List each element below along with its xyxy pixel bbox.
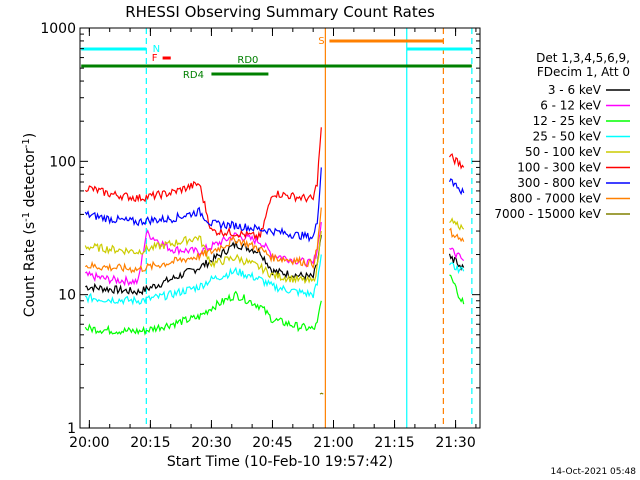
- series-line-3: [84, 254, 322, 306]
- x-tick-label-1: 20:15: [130, 435, 170, 451]
- series-line-0: [85, 234, 322, 296]
- legend-label-5: 100 - 300 keV: [517, 161, 601, 175]
- legend-header-1: FDecim 1, Att 0: [537, 65, 630, 79]
- x-axis-label: Start Time (10-Feb-10 19:57:42): [167, 454, 393, 470]
- legend-label-1: 6 - 12 keV: [540, 99, 602, 113]
- legend-header-0: Det 1,3,4,5,6,9,: [536, 51, 630, 65]
- series-line-post-gap-0: [448, 253, 465, 271]
- x-tick-label-2: 20:30: [191, 435, 231, 451]
- legend-label-4: 50 - 100 keV: [525, 145, 602, 159]
- series-line-6: [84, 167, 322, 243]
- series-line-5: [84, 127, 322, 241]
- series-line-post-gap-5: [448, 153, 465, 170]
- flag-label-RD4: RD4: [183, 70, 204, 81]
- footer-timestamp: 14-Oct-2021 05:48: [551, 467, 637, 477]
- series-line-4: [84, 231, 322, 285]
- y-tick-label-1: 10: [58, 288, 76, 304]
- x-tick-label-6: 21:30: [435, 435, 475, 451]
- legend-label-6: 300 - 800 keV: [517, 176, 601, 190]
- legend-label-0: 3 - 6 keV: [548, 83, 602, 97]
- series-line-post-gap-3: [449, 262, 465, 275]
- x-tick-label-3: 20:45: [252, 435, 292, 451]
- legend-label-7: 800 - 7000 keV: [510, 192, 602, 206]
- flag-label-S: S: [318, 36, 324, 47]
- series-line-1: [84, 222, 322, 287]
- legend-label-8: 7000 - 15000 keV: [494, 207, 601, 221]
- series-line-post-gap-2: [449, 274, 465, 305]
- series-line-2: [84, 290, 322, 336]
- series-line-post-gap-1: [449, 247, 465, 262]
- y-axis-label: Count Rate (s-1 detector-1): [21, 133, 38, 317]
- series-line-7: [84, 207, 322, 274]
- y-tick-label-2: 100: [49, 154, 76, 170]
- flag-label-N: N: [153, 44, 160, 55]
- y-tick-label-0: 1: [67, 421, 76, 437]
- legend-label-2: 12 - 25 keV: [533, 114, 602, 128]
- plot-frame: [79, 27, 481, 429]
- x-tick-label-5: 21:15: [374, 435, 414, 451]
- flag-label-RD0: RD0: [237, 55, 258, 66]
- series-line-post-gap-7: [449, 227, 465, 243]
- legend-label-3: 25 - 50 keV: [533, 130, 602, 144]
- x-tick-label-4: 21:00: [313, 435, 353, 451]
- plot-area: NF S RD0 RD4 20:00 20:15 20:30 20:45 21:00 21:15 2…: [40, 21, 481, 451]
- legend: Det 1,3,4,5,6,9,FDecim 1, Att 0 3 - 6 keV…: [494, 51, 630, 221]
- series-line-post-gap-6: [448, 178, 465, 196]
- series-line-post-gap-4: [449, 217, 465, 231]
- y-tick-label-3: 1000: [40, 21, 76, 37]
- series-line-8: [319, 392, 324, 395]
- chart-title: RHESSI Observing Summary Count Rates: [125, 3, 435, 21]
- x-tick-label-0: 20:00: [69, 435, 109, 451]
- flag-label-F: F: [152, 53, 158, 64]
